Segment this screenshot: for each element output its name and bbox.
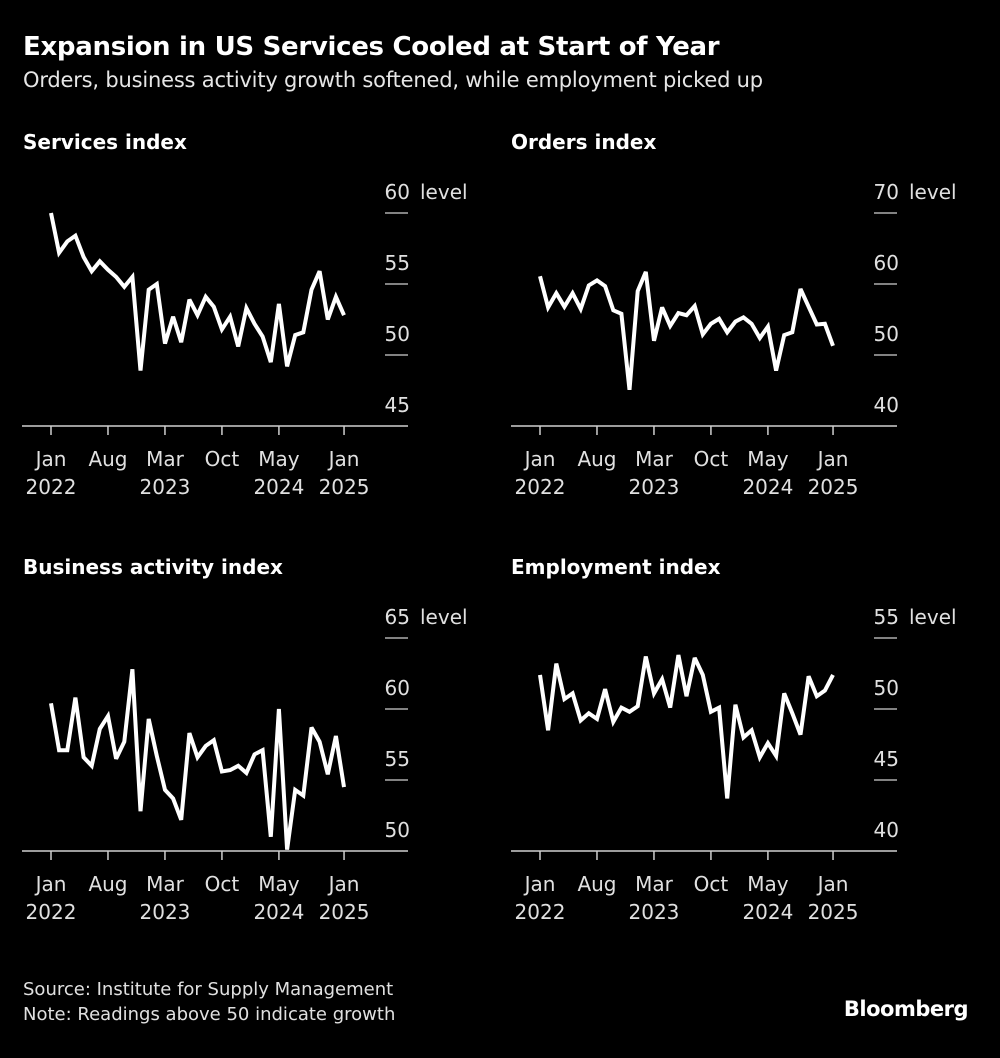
y-tick-label: 50 [874, 322, 899, 346]
y-tick-label: 45 [874, 747, 899, 771]
chart-title: Expansion in US Services Cooled at Start… [23, 32, 720, 62]
x-tick-label: Oct [205, 447, 240, 471]
y-tick-label: 40 [874, 393, 899, 417]
series-line-employment [538, 654, 835, 799]
y-tick-label: 70 [874, 180, 899, 204]
y-unit-label: level [420, 605, 468, 629]
x-tick-label: May [258, 872, 300, 896]
x-tick-label-year: 2024 [742, 900, 793, 924]
x-tick-label: Mar [146, 872, 185, 896]
x-tick-label: May [258, 447, 300, 471]
y-tick-label: 55 [385, 251, 410, 275]
series-line-business-activity [49, 668, 346, 850]
chart-subtitle: Orders, business activity growth softene… [23, 68, 763, 92]
y-tick-label: 60 [874, 251, 899, 275]
x-tick-label-year: 2022 [26, 900, 77, 924]
y-tick-label: 65 [385, 605, 410, 629]
x-tick-label: Jan [816, 447, 849, 471]
x-tick-label: Oct [205, 872, 240, 896]
y-tick-label: 55 [385, 747, 410, 771]
x-tick-label: Mar [635, 447, 674, 471]
x-tick-label-year: 2022 [26, 475, 77, 499]
x-tick-label-year: 2023 [140, 475, 191, 499]
x-tick-label: Jan [34, 447, 67, 471]
x-tick-label: Aug [88, 872, 127, 896]
x-tick-label: Aug [577, 447, 616, 471]
y-tick-label: 40 [874, 818, 899, 842]
x-tick-label-year: 2024 [253, 475, 304, 499]
panel-title-orders: Orders index [511, 130, 657, 154]
chart-panel-employment: 40 45 50 55 level Jan 2022 Aug Mar 2023 Oct May 2024… [511, 605, 957, 924]
series-line-orders [538, 271, 835, 391]
x-tick-label: Jan [34, 872, 67, 896]
x-tick-label: Jan [523, 447, 556, 471]
y-tick-label: 50 [874, 676, 899, 700]
bloomberg-logo: Bloomberg [843, 997, 969, 1021]
x-tick-label-year: 2023 [140, 900, 191, 924]
source-note: Source: Institute for Supply Management [23, 979, 394, 1000]
series-line-services [49, 212, 346, 371]
x-tick-label-year: 2022 [515, 900, 566, 924]
chart-panel-orders: 40 50 60 70 level Jan 2022 Aug Mar 2023 Oct May 2024… [511, 180, 957, 499]
x-tick-label: Jan [327, 447, 360, 471]
panel-title-services: Services index [23, 130, 187, 154]
x-tick-label-year: 2025 [319, 475, 370, 499]
x-tick-label: Mar [146, 447, 185, 471]
x-tick-label-year: 2023 [629, 900, 680, 924]
y-tick-label: 60 [385, 676, 410, 700]
footnote: Note: Readings above 50 indicate growth [23, 1004, 396, 1025]
x-tick-label: Aug [88, 447, 127, 471]
x-tick-label-year: 2023 [629, 475, 680, 499]
x-tick-label: Jan [327, 872, 360, 896]
x-tick-label: May [747, 872, 789, 896]
y-tick-label: 50 [385, 322, 410, 346]
x-tick-label-year: 2022 [515, 475, 566, 499]
x-tick-label: Aug [577, 872, 616, 896]
y-tick-label: 45 [385, 393, 410, 417]
x-tick-label: Oct [694, 447, 729, 471]
x-tick-label: May [747, 447, 789, 471]
y-unit-label: level [909, 180, 957, 204]
y-tick-label: 55 [874, 605, 899, 629]
x-tick-label: Jan [523, 872, 556, 896]
x-tick-label: Jan [816, 872, 849, 896]
x-tick-label-year: 2025 [319, 900, 370, 924]
y-unit-label: level [909, 605, 957, 629]
panel-title-employment: Employment index [511, 555, 721, 579]
y-tick-label: 60 [385, 180, 410, 204]
y-tick-label: 50 [385, 818, 410, 842]
chart-panel-services: 45 50 55 60 level Jan 2022 Aug Mar 2023 Oct May 2024… [22, 180, 468, 499]
x-tick-label: Oct [694, 872, 729, 896]
x-tick-label-year: 2024 [253, 900, 304, 924]
panel-title-business-activity: Business activity index [23, 555, 283, 579]
y-unit-label: level [420, 180, 468, 204]
x-tick-label-year: 2025 [808, 900, 859, 924]
x-tick-label-year: 2024 [742, 475, 793, 499]
chart-panel-business-activity: 50 55 60 65 level Jan 2022 Aug Mar 2023 Oct May 2024… [22, 605, 468, 924]
x-tick-label: Mar [635, 872, 674, 896]
x-tick-label-year: 2025 [808, 475, 859, 499]
